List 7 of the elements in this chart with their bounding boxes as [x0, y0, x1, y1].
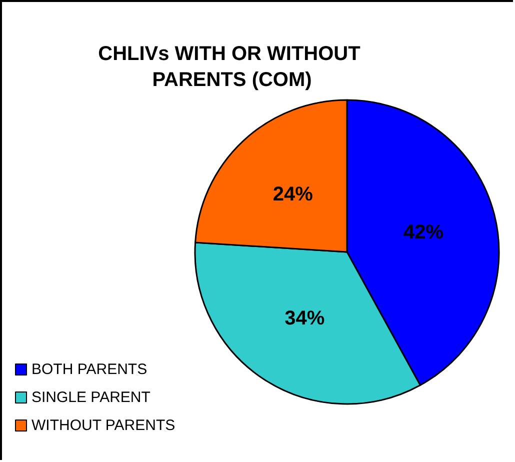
chart-title: CHLIVs WITH OR WITHOUT PARENTS (COM): [98, 43, 366, 91]
legend-label: WITHOUT PARENTS: [32, 417, 176, 434]
data-label: 24%: [272, 183, 314, 206]
legend-label: SINGLE PARENT: [32, 389, 150, 406]
data-label: 34%: [284, 308, 325, 330]
legend-label: BOTH PARENTS: [32, 361, 148, 378]
data-label: 42%: [404, 221, 444, 244]
